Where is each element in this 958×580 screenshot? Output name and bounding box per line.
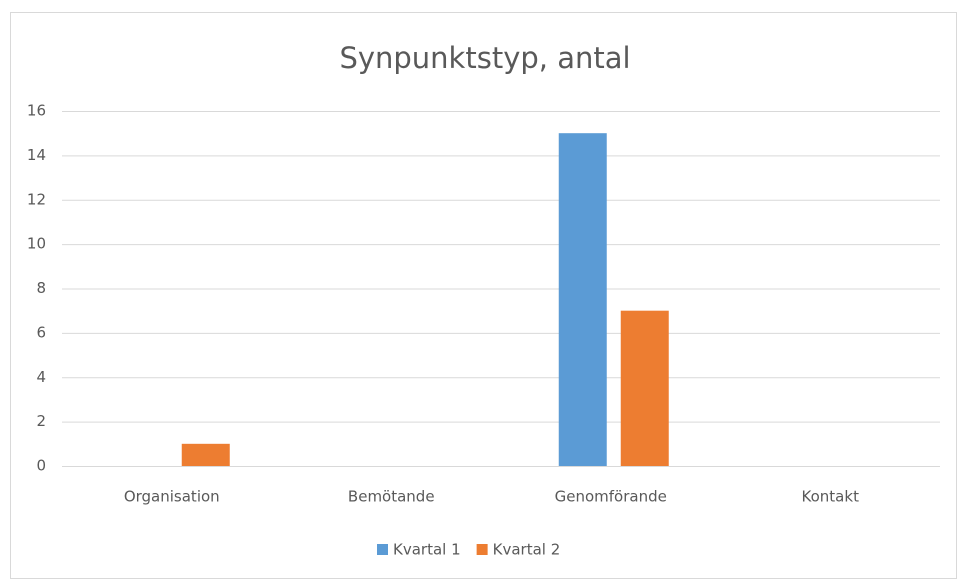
y-tick-label: 10: [27, 235, 46, 253]
bar: [620, 310, 669, 466]
bar: [558, 133, 607, 466]
y-tick-label: 16: [27, 102, 46, 120]
y-tick-label: 6: [36, 323, 46, 341]
y-tick-label: 2: [36, 412, 46, 430]
chart-border: [10, 12, 957, 579]
y-tick-label: 12: [27, 190, 46, 208]
x-tick-label: Bemötande: [348, 488, 435, 506]
y-tick-label: 4: [36, 368, 46, 386]
legend-label: Kvartal 1: [393, 541, 461, 559]
y-tick-label: 0: [36, 457, 46, 475]
y-tick-label: 14: [27, 146, 46, 164]
chart-title: Synpunktstyp, antal: [339, 41, 630, 75]
x-tick-label: Genomförande: [555, 488, 667, 506]
x-tick-label: Kontakt: [802, 488, 860, 506]
legend-swatch: [476, 544, 488, 555]
bar: [181, 443, 230, 466]
legend-label: Kvartal 2: [493, 541, 561, 559]
x-tick-label: Organisation: [124, 488, 220, 506]
y-tick-label: 8: [36, 279, 46, 297]
legend-swatch: [377, 544, 388, 555]
